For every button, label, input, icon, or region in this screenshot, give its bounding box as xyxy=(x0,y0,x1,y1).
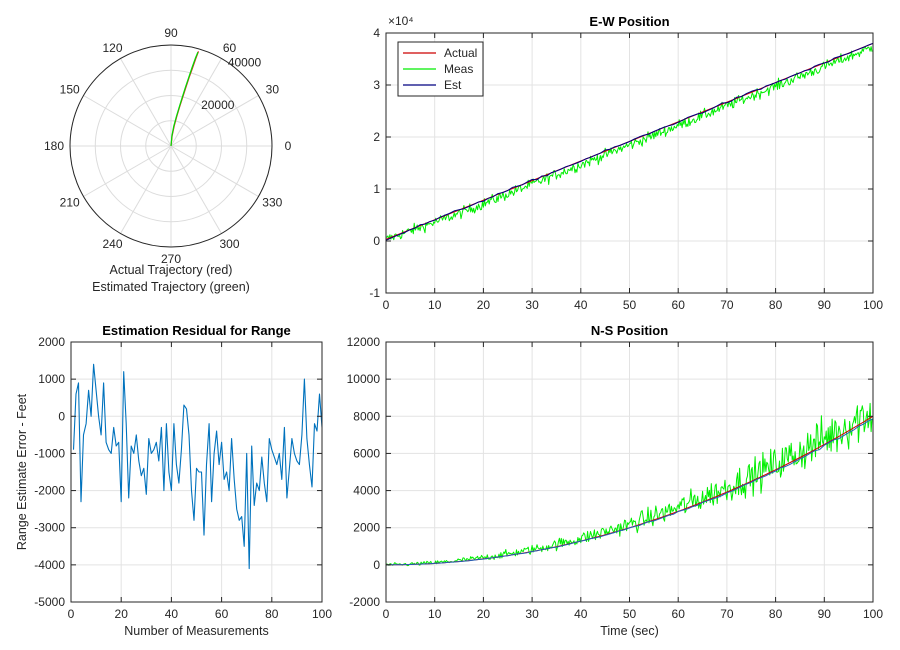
polar-angle-spoke xyxy=(170,58,222,147)
polar-angle-spoke xyxy=(83,95,172,147)
resid-ytick-label: -4000 xyxy=(34,558,65,572)
ns-xtick-label: 20 xyxy=(477,607,491,621)
ns-series-meas xyxy=(385,402,873,567)
ns-ytick-label: 8000 xyxy=(353,409,380,423)
resid-xtick-label: 60 xyxy=(215,607,229,621)
ew-ytick-label: 2 xyxy=(373,130,380,144)
ns-xtick-label: 30 xyxy=(525,607,539,621)
resid-xtick-label: 20 xyxy=(115,607,129,621)
polar-angle-label-30: 30 xyxy=(266,83,280,97)
ew-ytick-label: 4 xyxy=(373,26,380,40)
polar-angle-label-90: 90 xyxy=(164,26,178,40)
polar-angle-label-60: 60 xyxy=(223,41,237,55)
resid-ytick-label: -3000 xyxy=(34,521,65,535)
polar-caption-1: Estimated Trajectory (green) xyxy=(92,280,250,294)
ew-xtick-label: 40 xyxy=(574,298,588,312)
ew-xtick-label: 30 xyxy=(525,298,539,312)
ew-exponent-label: ×10⁴ xyxy=(388,14,414,28)
ew-xtick-label: 10 xyxy=(428,298,442,312)
polar-outer-circle xyxy=(69,44,273,248)
polar-angle-label-240: 240 xyxy=(102,237,122,251)
polar-radial-label: 40000 xyxy=(228,55,262,69)
polar-angle-spoke xyxy=(120,58,172,147)
ew-xtick-label: 0 xyxy=(383,298,390,312)
ew-xtick-label: 90 xyxy=(818,298,832,312)
ns-ytick-label: 4000 xyxy=(353,484,380,498)
resid-xtick-label: 0 xyxy=(68,607,75,621)
resid-series-line xyxy=(72,363,323,570)
ns-xtick-label: 10 xyxy=(428,607,442,621)
polar-caption-0: Actual Trajectory (red) xyxy=(110,263,233,277)
ns-ytick-label: 10000 xyxy=(347,372,381,386)
ns-xtick-label: 50 xyxy=(623,607,637,621)
polar-angle-label-300: 300 xyxy=(219,237,239,251)
resid-xtick-label: 100 xyxy=(312,607,332,621)
ew-ytick-label: -1 xyxy=(369,286,380,300)
polar-angle-label-0: 0 xyxy=(285,139,292,153)
ns-ytick-label: 6000 xyxy=(353,446,380,460)
polar-radial-label: 20000 xyxy=(201,98,235,112)
ns-ytick-label: 0 xyxy=(373,558,380,572)
ns-xtick-label: 70 xyxy=(720,607,734,621)
ew-legend-label-actual: Actual xyxy=(444,46,477,60)
resid-ytick-label: -5000 xyxy=(34,595,65,609)
ew-xtick-label: 20 xyxy=(477,298,491,312)
ew-legend-label-meas: Meas xyxy=(444,62,473,76)
ew-xtick-label: 70 xyxy=(720,298,734,312)
ew-xtick-label: 80 xyxy=(769,298,783,312)
polar-angle-label-270: 270 xyxy=(161,252,181,266)
polar-angle-label-330: 330 xyxy=(262,196,282,210)
polar-angle-spoke xyxy=(170,95,259,147)
polar-angle-label-120: 120 xyxy=(102,41,122,55)
resid-xtick-label: 80 xyxy=(265,607,279,621)
ns-title: N-S Position xyxy=(591,323,668,338)
resid-axes-frame xyxy=(70,341,323,603)
ns-ytick-label: 2000 xyxy=(353,521,380,535)
resid-ytick-label: 1000 xyxy=(38,372,65,386)
resid-xtick-label: 40 xyxy=(165,607,179,621)
resid-ytick-label: 0 xyxy=(58,409,65,423)
polar-angle-label-210: 210 xyxy=(60,196,80,210)
resid-xlabel: Number of Measurements xyxy=(124,624,269,638)
ns-xtick-label: 80 xyxy=(769,607,783,621)
polar-angle-label-150: 150 xyxy=(60,83,80,97)
resid-ytick-label: 2000 xyxy=(38,335,65,349)
polar-angle-spoke xyxy=(83,145,172,197)
resid-ytick-label: -1000 xyxy=(34,446,65,460)
ns-ytick-label: 12000 xyxy=(347,335,381,349)
ew-ytick-label: 0 xyxy=(373,234,380,248)
ns-xlabel: Time (sec) xyxy=(600,624,659,638)
resid-ytick-label: -2000 xyxy=(34,484,65,498)
ns-ytick-label: -2000 xyxy=(349,595,380,609)
ns-xtick-label: 100 xyxy=(863,607,883,621)
ew-xtick-label: 100 xyxy=(863,298,883,312)
ew-series-meas xyxy=(385,46,873,241)
resid-ylabel: Range Estimate Error - Feet xyxy=(15,393,29,550)
polar-angle-label-180: 180 xyxy=(44,139,64,153)
ew-xtick-label: 60 xyxy=(672,298,686,312)
ns-xtick-label: 40 xyxy=(574,607,588,621)
ew-ytick-label: 3 xyxy=(373,78,380,92)
ew-title: E-W Position xyxy=(589,14,669,29)
polar-angle-spoke xyxy=(170,145,222,234)
polar-series-estimated xyxy=(170,51,199,147)
ew-xtick-label: 50 xyxy=(623,298,637,312)
ew-series-est xyxy=(385,42,874,241)
ns-series-est xyxy=(385,418,874,566)
ns-xtick-label: 0 xyxy=(383,607,390,621)
resid-title: Estimation Residual for Range xyxy=(102,323,291,338)
ew-legend-label-est: Est xyxy=(444,78,462,92)
polar-angle-spoke xyxy=(170,145,259,197)
ns-xtick-label: 90 xyxy=(818,607,832,621)
ns-xtick-label: 60 xyxy=(672,607,686,621)
polar-angle-spoke xyxy=(120,145,172,234)
ew-ytick-label: 1 xyxy=(373,182,380,196)
